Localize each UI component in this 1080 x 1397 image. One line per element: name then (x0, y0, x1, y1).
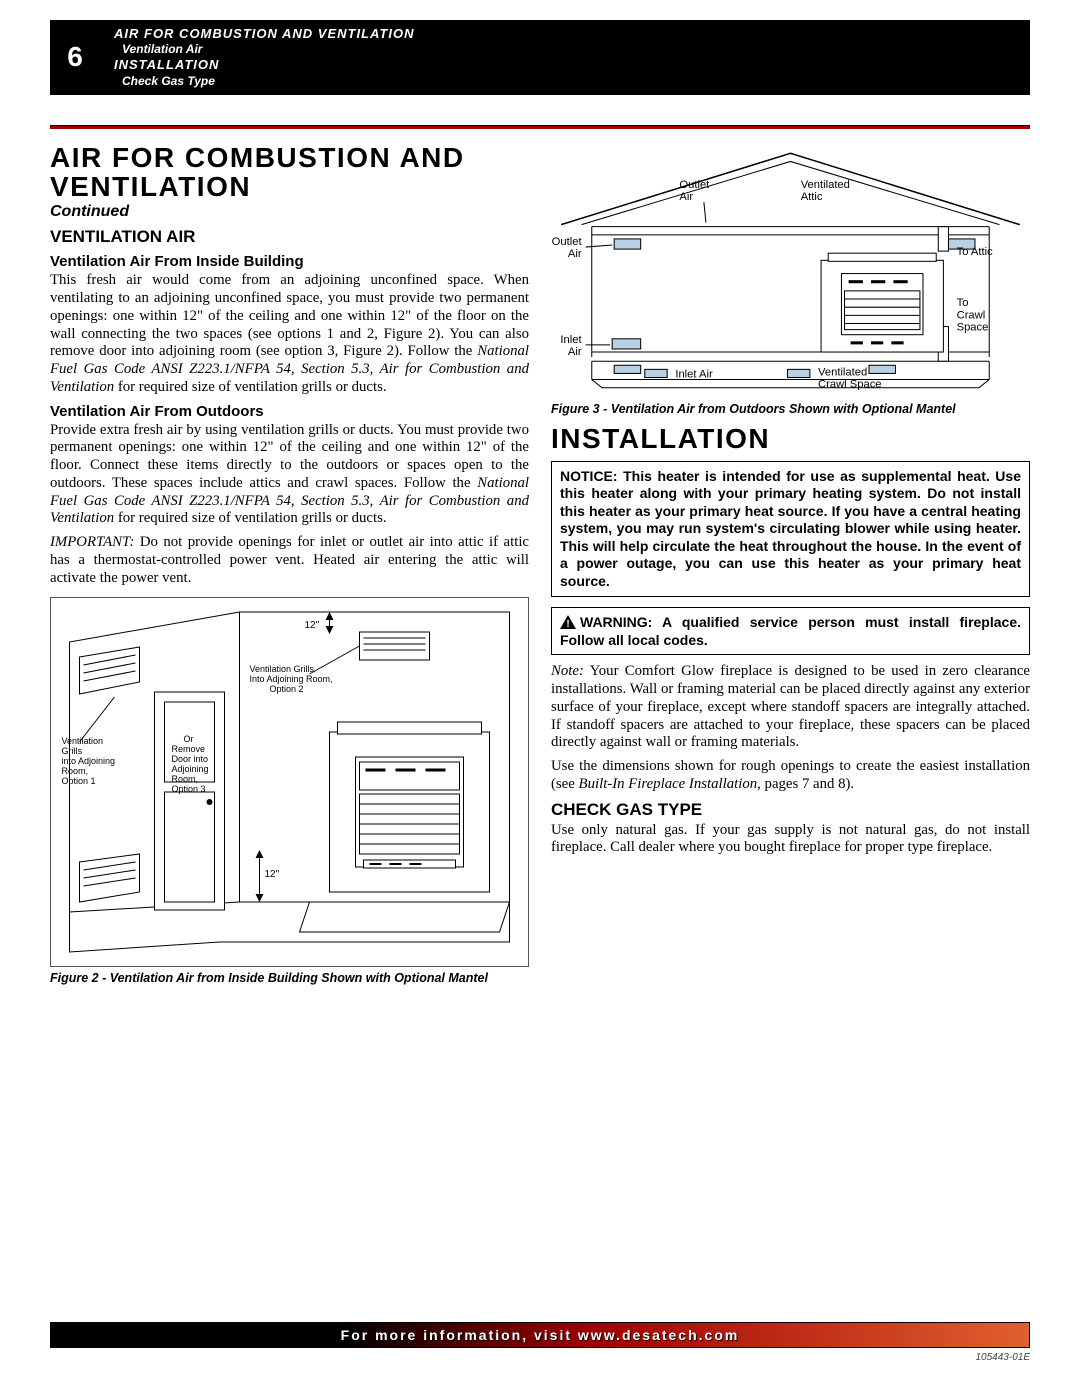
svg-text:To Attic: To Attic (957, 246, 994, 258)
header-line2-sub: Check Gas Type (114, 74, 1022, 89)
svg-text:Ventilated: Ventilated (818, 366, 867, 378)
svg-text:Room,: Room, (62, 766, 89, 776)
svg-text:Option 2: Option 2 (270, 684, 304, 694)
figure-3-svg: Outlet Air Ventilated Attic Outlet Air T… (551, 143, 1030, 398)
header-breadcrumb: AIR FOR COMBUSTION AND VENTILATION Venti… (100, 20, 1030, 95)
dimensions-paragraph: Use the dimensions shown for rough openi… (551, 758, 1030, 794)
svg-text:Door into: Door into (172, 754, 209, 764)
figure-2-caption: Figure 2 - Ventilation Air from Inside B… (50, 971, 529, 985)
footer: For more information, visit www.desatech… (50, 1322, 1030, 1363)
footer-bar: For more information, visit www.desatech… (50, 1322, 1030, 1348)
svg-text:Outlet: Outlet (679, 178, 710, 190)
fig2-12in-top: 12" (305, 620, 320, 631)
content-columns: AIR FOR COMBUSTION AND VENTILATION Conti… (50, 143, 1030, 994)
svg-text:Air: Air (568, 346, 582, 358)
document-number: 105443-01E (50, 1352, 1030, 1363)
svg-text:Room,: Room, (172, 774, 199, 784)
inside-p1b: for required size of ventilation grills … (114, 379, 386, 395)
rule-red (50, 126, 1030, 129)
check-gas-heading: CHECK GAS TYPE (551, 800, 1030, 820)
warning-box: ! WARNING: A qualified service person mu… (551, 607, 1030, 655)
svg-text:Grills: Grills (62, 746, 83, 756)
header-band: 6 AIR FOR COMBUSTION AND VENTILATION Ven… (50, 20, 1030, 95)
svg-text:Option 3: Option 3 (172, 784, 206, 794)
svg-text:Option 1: Option 1 (62, 776, 96, 786)
page-root: 6 AIR FOR COMBUSTION AND VENTILATION Ven… (50, 20, 1030, 1377)
svg-text:Air: Air (568, 248, 582, 260)
inside-building-heading: Ventilation Air From Inside Building (50, 253, 529, 270)
fig2-12in-bottom: 12" (265, 869, 280, 880)
warning-text: WARNING: A qualified service person must… (560, 614, 1021, 648)
outdoors-paragraph: Provide extra fresh air by using ventila… (50, 422, 529, 529)
figure-2-box: 12" 12" (50, 597, 529, 967)
warning-icon: ! (560, 615, 576, 632)
svg-text:Remove: Remove (172, 744, 206, 754)
svg-text:Air: Air (679, 191, 693, 203)
page-number: 6 (50, 20, 100, 95)
svg-text:Crawl: Crawl (957, 309, 986, 321)
left-column: AIR FOR COMBUSTION AND VENTILATION Conti… (50, 143, 529, 994)
inside-p1a: This fresh air would come from an adjoin… (50, 272, 529, 359)
important-label: IMPORTANT: (50, 534, 134, 550)
svg-text:Space: Space (957, 321, 989, 333)
svg-text:Inlet: Inlet (560, 333, 582, 345)
notice-box: NOTICE: This heater is intended for use … (551, 461, 1030, 598)
dims-em: Built-In Fireplace Installation (579, 776, 758, 792)
section-heading-combustion: AIR FOR COMBUSTION AND VENTILATION (50, 143, 529, 202)
svg-text:into Adjoining: into Adjoining (62, 756, 116, 766)
svg-text:To: To (957, 297, 969, 309)
continued-label: Continued (50, 203, 529, 221)
inside-paragraph: This fresh air would come from an adjoin… (50, 272, 529, 396)
installation-heading: INSTALLATION (551, 424, 1030, 453)
note-label: Note: (551, 663, 584, 679)
header-line1-sub: Ventilation Air (114, 42, 1022, 57)
note-text: Your Comfort Glow fireplace is designed … (551, 663, 1030, 750)
svg-text:!: ! (566, 619, 569, 629)
note-paragraph: Note: Your Comfort Glow fireplace is des… (551, 663, 1030, 752)
svg-text:Ventilated: Ventilated (801, 178, 850, 190)
outdoors-heading: Ventilation Air From Outdoors (50, 403, 529, 420)
figure-2-svg: 12" 12" (55, 602, 524, 962)
svg-text:Inlet Air: Inlet Air (675, 368, 713, 380)
important-paragraph: IMPORTANT: Do not provide openings for i… (50, 534, 529, 587)
figure-3-box: Outlet Air Ventilated Attic Outlet Air T… (551, 143, 1030, 398)
outdoors-p1b: for required size of ventilation grills … (114, 510, 386, 526)
right-column: Outlet Air Ventilated Attic Outlet Air T… (551, 143, 1030, 994)
svg-text:Outlet: Outlet (552, 236, 583, 248)
svg-text:Ventilation Grills: Ventilation Grills (250, 664, 315, 674)
svg-text:Into Adjoining Room,: Into Adjoining Room, (250, 674, 333, 684)
header-line1: AIR FOR COMBUSTION AND VENTILATION (114, 26, 1022, 42)
svg-text:Attic: Attic (801, 191, 823, 203)
svg-text:Adjoining: Adjoining (172, 764, 209, 774)
header-line2: INSTALLATION (114, 57, 1022, 73)
ventilation-air-heading: VENTILATION AIR (50, 227, 529, 247)
svg-text:Ventilation: Ventilation (62, 736, 104, 746)
dims-b: , pages 7 and 8). (757, 776, 854, 792)
svg-text:Or: Or (184, 734, 194, 744)
figure-3-caption: Figure 3 - Ventilation Air from Outdoors… (551, 402, 1030, 416)
outdoors-p1a: Provide extra fresh air by using ventila… (50, 422, 529, 491)
check-gas-paragraph: Use only natural gas. If your gas supply… (551, 822, 1030, 858)
svg-text:Crawl Space: Crawl Space (818, 378, 882, 390)
